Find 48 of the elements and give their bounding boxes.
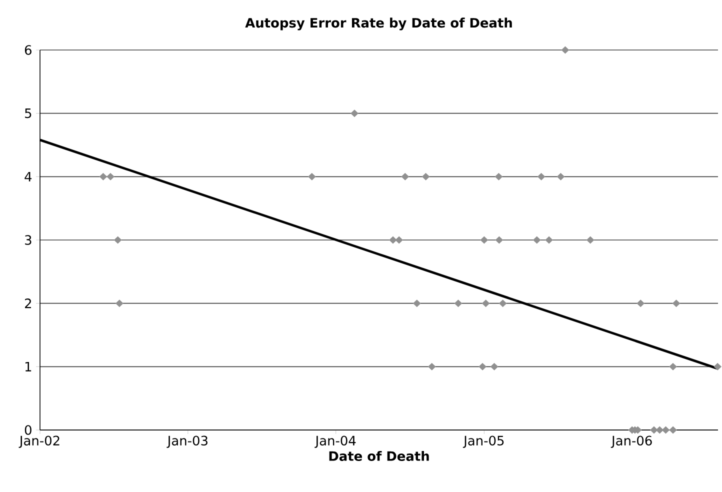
x-tick-label: Jan-03: [166, 436, 208, 448]
point: [669, 363, 677, 370]
point: [480, 236, 488, 244]
point: [454, 300, 462, 307]
point: [650, 426, 658, 434]
point: [672, 300, 680, 307]
point: [478, 363, 486, 370]
point: [495, 236, 503, 244]
point: [538, 173, 546, 180]
x-tick-label: Jan-05: [462, 436, 504, 448]
chart-title: Autopsy Error Rate by Date of Death: [245, 18, 512, 30]
y-tick-label: 4: [24, 172, 32, 182]
point: [422, 173, 430, 180]
point: [662, 426, 670, 434]
x-tick-label: Jan-06: [610, 436, 652, 448]
point: [533, 236, 541, 244]
point: [714, 363, 722, 370]
point: [428, 363, 436, 370]
point: [389, 236, 397, 244]
point: [636, 300, 644, 307]
point: [401, 173, 409, 180]
x-tick-label: Jan-04: [314, 436, 356, 448]
y-tick-label: 1: [25, 362, 32, 372]
point: [116, 300, 124, 307]
x-axis-title: Date of Death: [329, 450, 429, 461]
y-tick-label: 2: [24, 298, 31, 308]
point: [395, 236, 403, 244]
point: [561, 46, 569, 54]
point: [656, 426, 664, 434]
point: [586, 236, 594, 244]
y-tick-label: 6: [24, 45, 32, 55]
point: [106, 173, 114, 180]
y-tick-label: 5: [25, 108, 32, 118]
point: [545, 236, 553, 244]
point: [669, 426, 677, 434]
x-tick-label: Jan-02: [18, 436, 60, 448]
point: [114, 236, 122, 244]
point: [499, 300, 507, 307]
point: [495, 173, 503, 180]
y-tick-label: 0: [24, 425, 32, 435]
y-tick-label: 3: [25, 235, 32, 245]
point: [557, 173, 565, 180]
point: [350, 110, 358, 117]
point: [99, 173, 107, 180]
point: [413, 300, 421, 307]
point: [308, 173, 316, 180]
point: [490, 363, 498, 370]
point: [482, 300, 490, 307]
